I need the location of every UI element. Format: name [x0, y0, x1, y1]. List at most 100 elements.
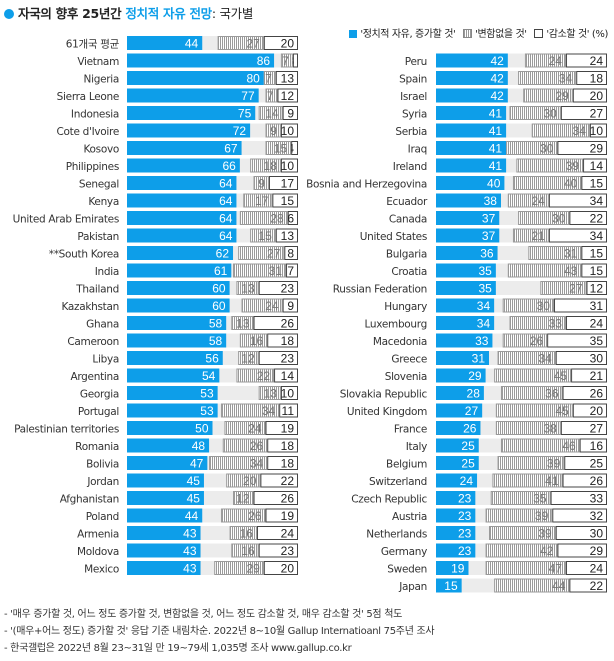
row-label: Ireland — [393, 161, 427, 173]
row-label: Slovenia — [385, 371, 427, 383]
value-label-decrease: 24 — [590, 562, 604, 576]
bar-same-segment — [231, 543, 259, 558]
value-label-decrease: 22 — [590, 212, 604, 226]
bar-same-segment — [492, 473, 563, 488]
value-label-same: 29 — [246, 562, 260, 576]
bar-increase-segment — [127, 508, 203, 523]
row-label: Kosovo — [83, 144, 119, 156]
value-label-decrease: 15 — [590, 264, 604, 278]
value-label-increase: 42 — [490, 54, 504, 68]
value-label-same: 30 — [543, 107, 557, 121]
bar-decrease-segment — [581, 176, 607, 190]
bar-same-segment — [512, 228, 549, 243]
value-label-increase: 15 — [444, 579, 458, 593]
bar-increase-segment — [127, 211, 237, 225]
legend-same-swatch-icon — [463, 29, 473, 38]
bar-decrease-segment — [260, 473, 299, 488]
bar-increase-segment — [127, 176, 237, 190]
value-label-increase: 66 — [223, 159, 237, 173]
value-label-decrease: 25 — [590, 457, 604, 471]
value-label-increase: 33 — [475, 334, 489, 348]
value-label-decrease: 18 — [281, 334, 295, 348]
row-label: India — [95, 266, 119, 278]
value-label-decrease: 10 — [281, 124, 295, 138]
value-label-decrease: 18 — [281, 457, 295, 471]
legend-unit: (%) — [591, 29, 609, 40]
value-label-same: 31 — [269, 264, 283, 278]
row-label: Iraq — [408, 144, 427, 156]
footnote-2: - '(매우+어느 정도) 증가할 것' 응답 기준 내림차순. 2022년 8… — [4, 626, 435, 637]
value-label-decrease: 27 — [590, 107, 604, 121]
title-prefix: 자국의 향후 25년간 — [18, 6, 126, 21]
bar-decrease-segment — [268, 176, 298, 190]
bar-increase-segment — [436, 228, 500, 243]
bar-same-segment — [516, 158, 584, 173]
value-label-same: 30 — [552, 212, 566, 226]
value-label-increase: 53 — [200, 404, 214, 418]
bar-decrease-segment — [291, 141, 299, 155]
bar-decrease-segment — [557, 141, 607, 155]
row-label: Indonesia — [71, 109, 119, 121]
value-label-increase: 54 — [202, 369, 216, 383]
bar-decrease-segment — [581, 263, 607, 278]
value-label-increase: 72 — [233, 124, 247, 138]
bar-decrease-segment — [565, 53, 608, 68]
value-label-same: 30 — [540, 142, 554, 156]
bar-increase-segment — [127, 88, 259, 103]
bar-increase-segment — [436, 263, 496, 278]
row-label: Bolivia — [86, 459, 119, 471]
bar-increase-segment — [436, 368, 486, 383]
value-label-increase: 43 — [183, 544, 197, 558]
row-label: Peru — [405, 56, 427, 68]
row-label: Mexico — [84, 564, 119, 576]
row-label: Bosnia and Herzegovina — [306, 179, 427, 191]
value-label-increase: 44 — [185, 509, 199, 523]
bar-same-segment — [502, 333, 548, 348]
bar-increase-segment — [436, 526, 476, 540]
bar-decrease-segment — [292, 53, 298, 68]
footnotes: - '매우 증가할 것, 어느 정도 증가할 것, 변함없을 것, 어느 정도 … — [4, 606, 435, 657]
bar-decrease-segment — [275, 228, 298, 243]
bar-same-segment — [485, 508, 553, 523]
bar-same-segment — [265, 88, 278, 103]
row-label: Senegal — [79, 179, 119, 191]
value-label-decrease: 15 — [590, 177, 604, 191]
row-label: Italy — [406, 441, 427, 453]
value-label-same: 41 — [545, 474, 559, 488]
bar-same-segment — [236, 368, 275, 383]
value-label-same: 16 — [250, 334, 264, 348]
row-label: Netherlands — [366, 529, 427, 541]
bar-same-segment — [502, 298, 554, 313]
value-label-same: 22 — [257, 369, 271, 383]
bar-same-segment — [507, 263, 582, 278]
value-label-increase: 64 — [219, 194, 233, 208]
bar-increase-segment — [127, 53, 275, 68]
row-label: Portugal — [78, 406, 119, 418]
bar-decrease-segment — [253, 491, 298, 505]
value-label-decrease: 34 — [590, 229, 604, 243]
value-label-increase: 31 — [472, 352, 486, 366]
bar-decrease-segment — [571, 368, 608, 383]
value-label-increase: 45 — [187, 474, 201, 488]
bar-increase-segment — [436, 403, 483, 418]
value-label-increase: 42 — [490, 72, 504, 86]
bar-same-segment — [243, 193, 273, 208]
value-label-decrease: 16 — [590, 439, 604, 453]
value-label-decrease: 22 — [590, 579, 604, 593]
row-label: United Kingdom — [347, 406, 427, 418]
value-label-decrease: 7 — [287, 264, 294, 278]
row-label: Ecuador — [386, 196, 428, 208]
bar-decrease-segment — [253, 316, 298, 330]
bar-decrease-segment — [265, 508, 299, 523]
row-label: Sierra Leone — [57, 91, 119, 103]
value-label-increase: 75 — [238, 107, 252, 121]
bar-increase-segment — [436, 71, 508, 85]
value-label-decrease: 17 — [281, 177, 295, 191]
bar-increase-segment — [436, 298, 495, 313]
bar-decrease-segment — [564, 456, 607, 470]
row-label: Georgia — [80, 389, 119, 401]
value-label-decrease: 35 — [590, 334, 604, 348]
value-label-same: 45 — [554, 369, 568, 383]
bar-increase-segment — [436, 246, 498, 260]
value-label-increase: 62 — [216, 247, 230, 261]
